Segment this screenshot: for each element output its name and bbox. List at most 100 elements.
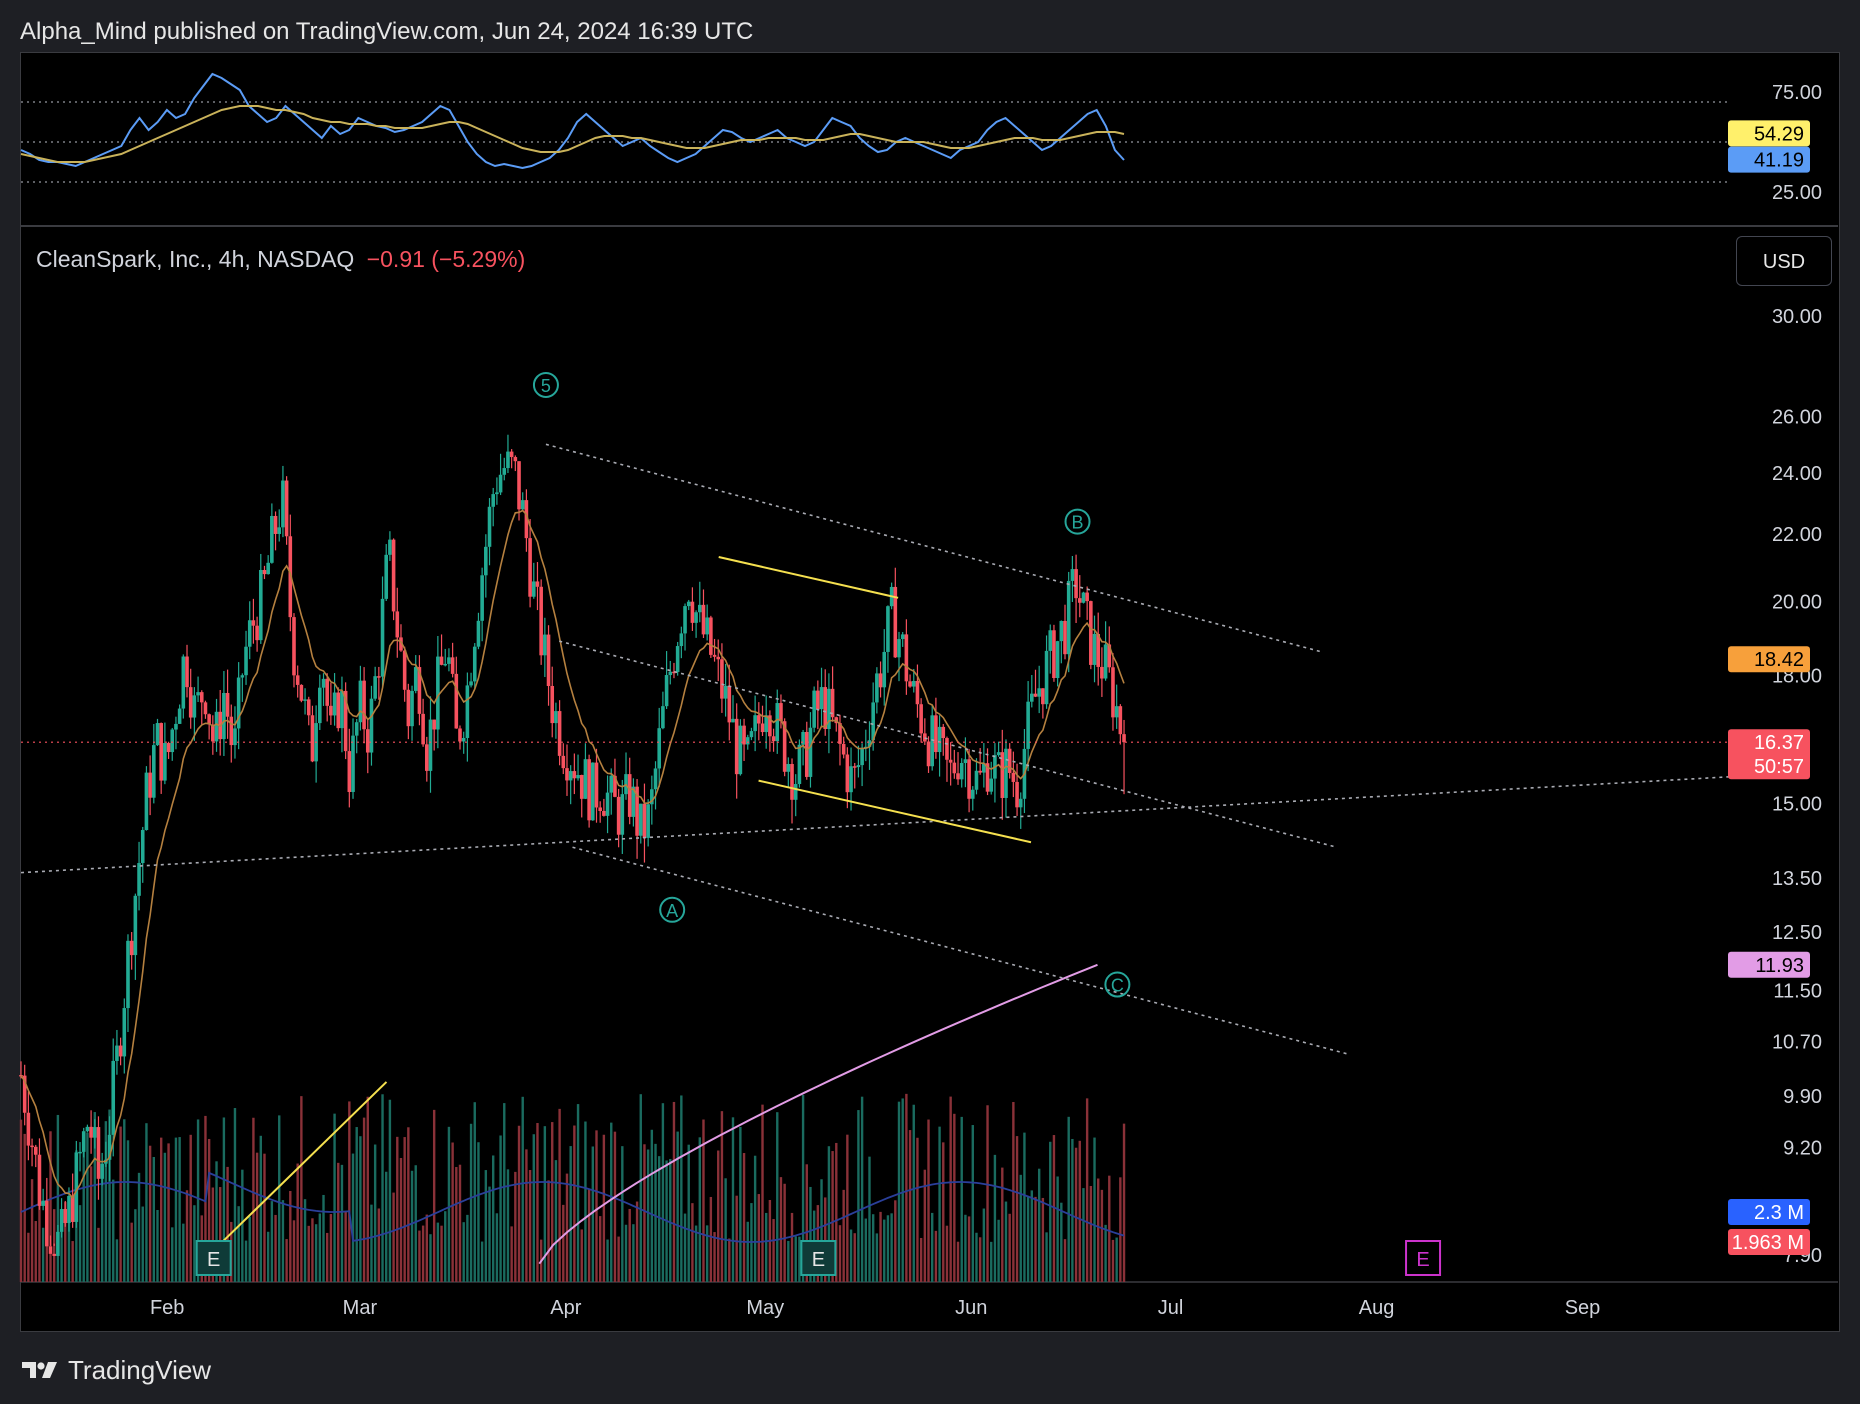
candle-body <box>602 810 606 816</box>
candle-body <box>620 794 625 835</box>
candle-body <box>56 1231 60 1256</box>
volume-bar <box>307 1225 310 1282</box>
volume-bar <box>931 1212 934 1282</box>
volume-bar <box>447 1126 451 1282</box>
candle-body <box>443 663 448 666</box>
volume-bar <box>739 1126 742 1282</box>
candle-body <box>85 1126 90 1132</box>
wave-label-circle <box>1064 508 1091 535</box>
volume-bar <box>237 1206 240 1282</box>
price-badge-bg <box>1728 646 1810 673</box>
currency-button[interactable]: USD <box>1736 236 1832 286</box>
candle-body <box>402 650 407 690</box>
volume-bar <box>842 1189 845 1282</box>
rally-trend-line <box>213 1081 388 1252</box>
short-ma-line <box>20 509 1125 1200</box>
candle-body <box>948 759 953 763</box>
volume-bar <box>78 1205 82 1282</box>
volume-bar <box>182 1223 185 1282</box>
candle-body <box>362 680 366 730</box>
volume-bar <box>71 1241 74 1282</box>
volume-bar <box>355 1127 358 1282</box>
candle-body <box>690 601 695 623</box>
candle-body <box>709 617 713 655</box>
volume-bar <box>1015 1136 1019 1282</box>
volume-bar <box>757 1194 761 1282</box>
volume-bar <box>713 1232 716 1282</box>
candle-body <box>790 764 794 800</box>
price-tick-label: 15.00 <box>1772 794 1822 816</box>
candle-body <box>26 1112 31 1146</box>
candle-body <box>845 754 850 793</box>
candle-body <box>354 722 359 736</box>
candle-body <box>192 695 197 718</box>
volume-bar <box>325 1232 329 1282</box>
candle-body <box>576 775 580 779</box>
volume-bar <box>469 1123 473 1282</box>
candle-body <box>963 759 968 763</box>
volume-bar <box>104 1121 108 1282</box>
volume-pane <box>19 1093 1126 1282</box>
volume-bar <box>801 1094 805 1282</box>
candle-body <box>410 690 414 727</box>
volume-bar <box>407 1127 410 1282</box>
candle-body <box>214 711 219 742</box>
candle-body <box>41 1200 45 1206</box>
candle-body <box>694 612 698 623</box>
candle-body <box>915 680 920 705</box>
volume-bar <box>455 1167 458 1282</box>
volume-bar <box>654 1143 657 1282</box>
volume-bar <box>569 1146 572 1282</box>
rsi-ma-line <box>20 105 1125 163</box>
volume-bar <box>565 1173 569 1282</box>
volume-bar <box>1111 1239 1115 1282</box>
volume-bar <box>344 1211 347 1282</box>
candle-body <box>388 539 392 555</box>
volume-bar <box>978 1237 982 1282</box>
footer-brand[interactable]: TradingView <box>20 1352 211 1388</box>
candle-body <box>454 673 459 729</box>
volume-bar <box>525 1149 528 1282</box>
volume-bar <box>860 1096 864 1282</box>
rsi-value-badge-bg <box>1728 146 1810 173</box>
candle-body <box>222 692 226 740</box>
candle-body <box>199 692 204 703</box>
candle-body <box>605 792 610 816</box>
candle-body <box>133 895 138 956</box>
volume-bar <box>536 1123 539 1282</box>
candle-body <box>779 703 783 722</box>
candle-body <box>384 554 389 599</box>
volume-bar <box>414 1165 417 1282</box>
candle-body <box>989 778 994 792</box>
volume-bar <box>300 1096 303 1282</box>
price-badge-bg <box>1728 951 1810 978</box>
volume-bar <box>558 1108 561 1282</box>
candle-body <box>668 671 673 676</box>
candle-body <box>424 744 429 771</box>
candle-body <box>952 762 957 774</box>
earnings-marker-icon <box>195 1240 232 1276</box>
channel-upper-line <box>545 443 1324 654</box>
volume-bar <box>1023 1132 1026 1282</box>
candle-body <box>89 1126 93 1138</box>
candle-body <box>598 807 602 811</box>
time-tick-label: Jul <box>1158 1297 1184 1319</box>
volume-bar <box>159 1137 163 1282</box>
volume-bar <box>314 1224 318 1282</box>
candle-body <box>1052 630 1056 679</box>
candle-body <box>886 606 890 652</box>
volume-bar <box>827 1146 831 1282</box>
candle-body <box>310 715 315 762</box>
candle-body <box>793 784 798 800</box>
volume-bar <box>835 1142 838 1282</box>
candle-body <box>155 723 160 746</box>
volume-bar <box>432 1109 436 1282</box>
volume-bar <box>610 1122 613 1282</box>
candle-body <box>572 771 577 779</box>
wave-label-circle <box>1104 971 1131 998</box>
candle-body <box>380 598 385 677</box>
volume-bar <box>990 1241 993 1282</box>
candle-body <box>251 620 256 626</box>
candle-body <box>347 751 352 792</box>
